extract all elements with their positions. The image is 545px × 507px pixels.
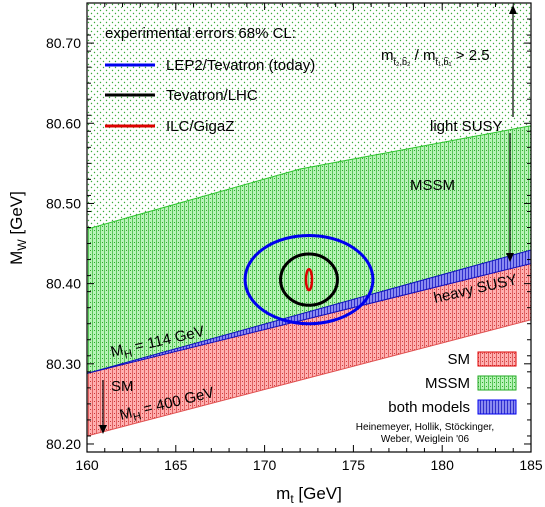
x-tick-label: 170 (253, 457, 277, 473)
legend-label-ilc: ILC/GigaZ (166, 118, 234, 135)
region-sm (87, 263, 531, 437)
region-legend-label-sm: SM (448, 351, 471, 368)
x-tick-label: 165 (164, 457, 188, 473)
sm-arrow-down (99, 380, 107, 434)
mass-ratio-label: mt̃₂,b̃₂ / mt̃₁,b̃₁ > 2.5 (381, 47, 490, 67)
axis-ticks: 160 165 170 175 180 185 80.20 80.30 80.40 80.50 80… (46, 3, 543, 473)
region-legend-swatch-mssm (477, 375, 517, 391)
light-susy-label: light SUSY (430, 118, 503, 135)
y-axis-label: MW [GeV] (7, 191, 29, 265)
y-tick-label: 80.60 (46, 115, 81, 131)
credit-line-2: Weber, Weiglein '06 (381, 434, 470, 445)
region-legend-swatch-both (477, 399, 517, 415)
ellipses (243, 234, 375, 326)
x-tick-label: 160 (75, 457, 99, 473)
x-tick-label: 175 (342, 457, 366, 473)
legend-label-lhc: Tevatron/LHC (166, 87, 258, 104)
legend: experimental errors 68% CL: LEP2/Tevatro… (105, 25, 315, 135)
susy-arrow-down (506, 133, 514, 262)
region-legend: SM MSSM both models (388, 351, 517, 416)
credit-line-1: Heinemeyer, Hollik, Stöckinger, (356, 422, 494, 433)
legend-title: experimental errors 68% CL: (105, 25, 296, 42)
x-axis-label: mt [GeV] (276, 484, 342, 506)
sm-label: SM (111, 378, 134, 395)
y-tick-label: 80.70 (46, 35, 81, 51)
y-tick-label: 80.40 (46, 276, 81, 292)
ellipse-lep2-tevatron-today (243, 234, 375, 326)
mssm-label: MSSM (410, 177, 455, 194)
susy-arrow-up (509, 5, 517, 117)
ellipse-ilc-gigaz (304, 267, 314, 292)
region-both-models (87, 249, 531, 374)
region-legend-label-mssm: MSSM (425, 375, 470, 392)
region-legend-label-both: both models (388, 399, 470, 416)
y-tick-label: 80.50 (46, 195, 81, 211)
y-tick-label: 80.20 (46, 436, 81, 452)
region-legend-swatch-sm (477, 351, 517, 367)
legend-label-lep2: LEP2/Tevatron (today) (166, 57, 315, 74)
plot-area (87, 3, 531, 437)
y-tick-label: 80.30 (46, 356, 81, 372)
ellipse-tevatron-lhc (279, 252, 339, 307)
x-tick-label: 180 (431, 457, 455, 473)
x-tick-label: 185 (519, 457, 543, 473)
mssm-upper-field (87, 3, 531, 230)
